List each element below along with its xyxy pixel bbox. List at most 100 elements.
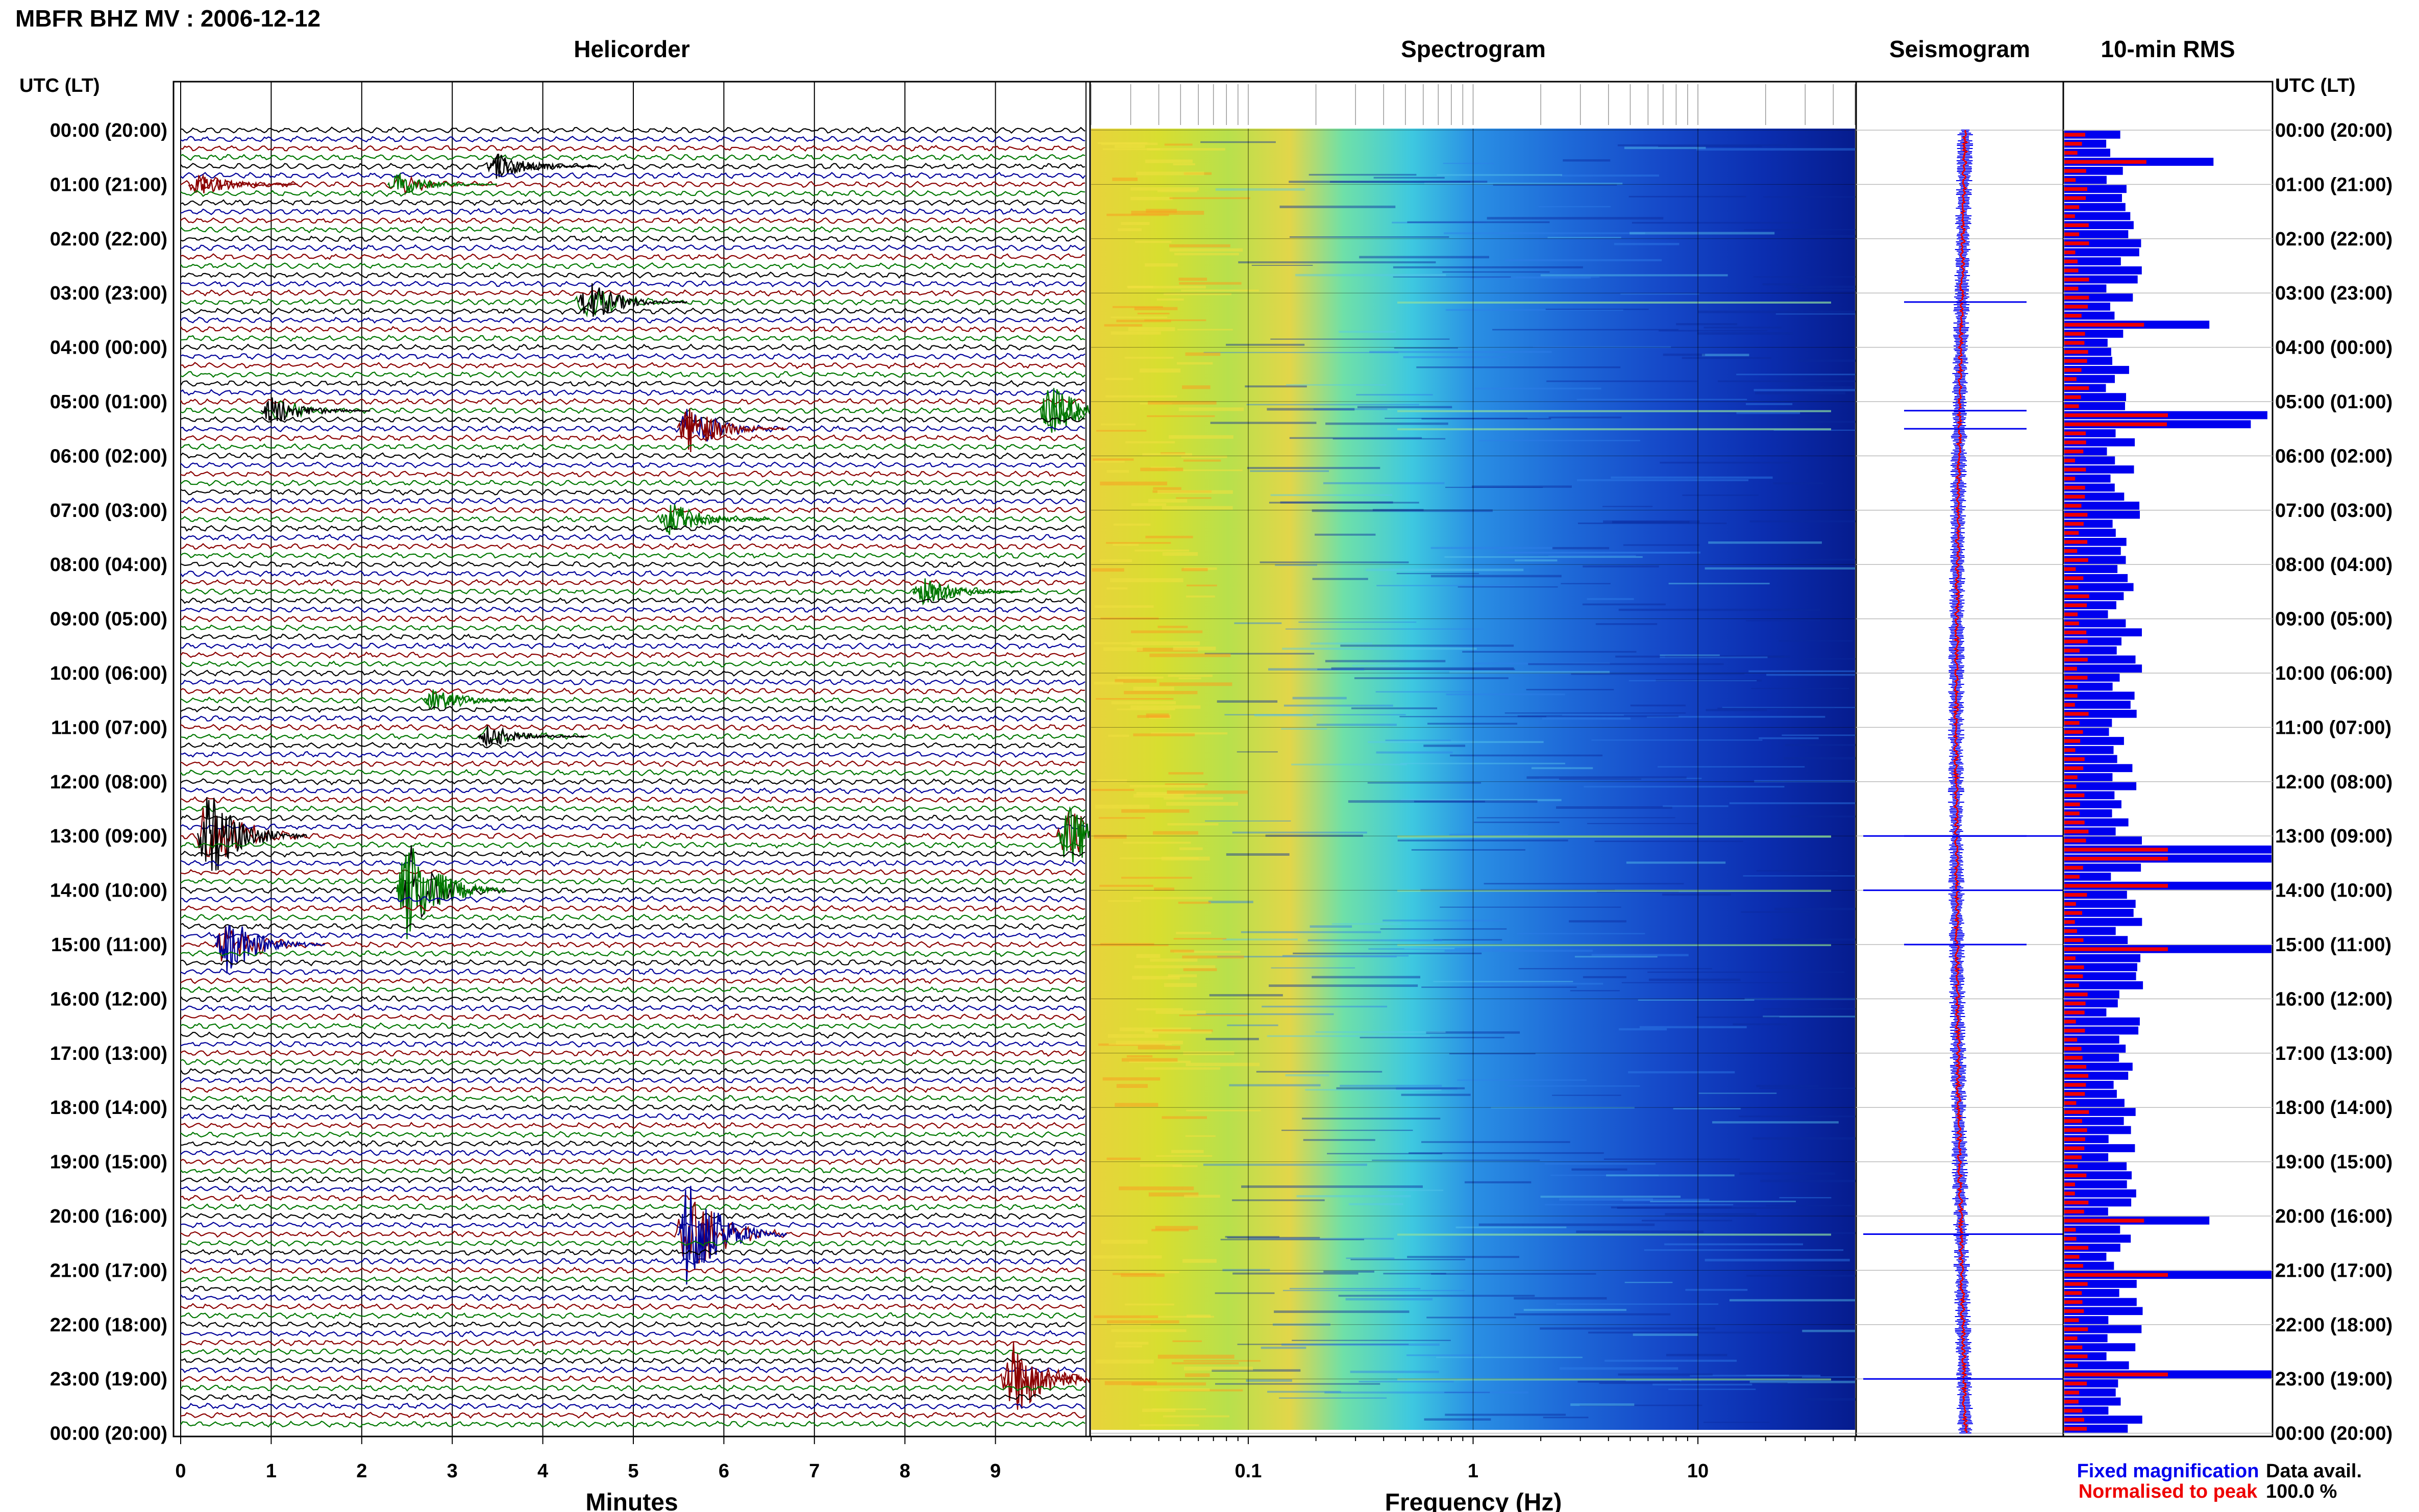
spectrogram-lowfreq-streak xyxy=(1092,568,1124,572)
time-tick-label-right: 04:00 (00:00) xyxy=(2275,337,2392,359)
helicorder-trace xyxy=(180,1294,1085,1301)
spectrogram-streak xyxy=(1779,640,1853,642)
spectrogram-streak xyxy=(1292,697,1347,700)
spectrogram-streak xyxy=(1296,1195,1411,1198)
helicorder-trace xyxy=(180,1384,1085,1392)
rms-bar-normalised xyxy=(2064,766,2084,771)
rms-bar-normalised xyxy=(2064,178,2076,182)
spectrogram-lowfreq-streak xyxy=(1116,1342,1149,1345)
helicorder-trace xyxy=(180,642,1085,650)
helicorder-trace xyxy=(180,1149,1085,1156)
spectrogram-streak xyxy=(1517,933,1645,934)
spectrogram-streak xyxy=(1633,1333,1698,1336)
spectrogram-lowfreq-streak xyxy=(1142,1408,1176,1412)
time-tick-label-right: 17:00 (13:00) xyxy=(2275,1043,2392,1064)
spectrogram-streak xyxy=(1759,1087,1876,1089)
spectrogram-streak xyxy=(1475,387,1601,390)
spectrogram-streak xyxy=(1331,923,1401,925)
time-tick-label-right: 02:00 (22:00) xyxy=(2275,229,2392,250)
spectrogram-streak xyxy=(1754,780,1872,783)
spectrogram-lowfreq-streak xyxy=(1150,958,1198,962)
spectrogram-lowfreq-streak xyxy=(1171,1150,1204,1153)
rms-bar-fixed xyxy=(2064,1189,2136,1198)
helicorder-trace xyxy=(180,1257,1085,1265)
spectrogram-streak xyxy=(1360,1036,1504,1038)
helicorder-trace xyxy=(180,1393,1085,1401)
spectrogram-lowfreq-streak xyxy=(1153,487,1181,490)
time-tick-label-left: 22:00 (18:00) xyxy=(50,1315,167,1336)
spectrogram-streak xyxy=(1473,982,1603,985)
rms-bar-normalised xyxy=(2064,1282,2088,1286)
helicorder-trace xyxy=(180,504,1085,533)
rms-bar-fixed xyxy=(2064,655,2136,664)
helicorder-x-tick-label: 7 xyxy=(809,1460,820,1482)
rms-bar-normalised xyxy=(2064,1119,2082,1123)
spectrogram-streak xyxy=(1265,834,1363,837)
spectrogram-streak xyxy=(1583,565,1659,568)
spectrogram-streak xyxy=(1212,1369,1301,1372)
spectrogram-lowfreq-streak xyxy=(1136,171,1204,176)
spectrogram-streak xyxy=(1526,689,1614,690)
rms-bar-fixed xyxy=(2064,483,2115,492)
spectrogram-lowfreq-streak xyxy=(1137,648,1198,652)
spectrogram-lowfreq-streak xyxy=(1121,222,1150,225)
spectrogram-event-line xyxy=(1397,889,1831,892)
rms-bar-fixed xyxy=(2064,782,2137,790)
helicorder-trace xyxy=(180,691,1085,711)
spectrogram-lowfreq-streak xyxy=(1176,497,1212,499)
spectrogram-streak xyxy=(1433,981,1573,982)
spectrogram-streak xyxy=(1246,404,1420,406)
spectrogram-lowfreq-streak xyxy=(1183,1051,1235,1055)
spectrogram-streak xyxy=(1540,1327,1716,1330)
spectrogram-lowfreq-streak xyxy=(1146,209,1177,213)
spectrogram-streak xyxy=(1369,351,1552,353)
rms-bar-fixed xyxy=(2064,212,2131,220)
rms-bar-normalised xyxy=(2064,187,2087,191)
rms-bar-normalised xyxy=(2064,313,2082,318)
rms-bar-normalised xyxy=(2064,151,2078,155)
spectrogram-streak xyxy=(1269,984,1418,987)
spectrogram-streak xyxy=(1225,1236,1279,1238)
rms-header: 10-min RMS xyxy=(2101,36,2235,62)
spectrogram-streak xyxy=(1292,1340,1451,1341)
time-tick-label-left: 16:00 (12:00) xyxy=(50,988,167,1010)
helicorder-trace xyxy=(180,904,1085,912)
helicorder-event-burst xyxy=(215,925,326,974)
spectrogram-lowfreq-streak xyxy=(1095,1359,1154,1364)
spectrogram-streak xyxy=(1215,1383,1380,1385)
helicorder-event-burst xyxy=(260,397,371,424)
helicorder-trace xyxy=(180,669,1085,677)
spectrogram-streak xyxy=(1285,1074,1329,1077)
spectrogram-lowfreq-streak xyxy=(1096,430,1147,432)
spectrogram-streak xyxy=(1559,1367,1679,1370)
spectrogram-event-line xyxy=(1397,1233,1831,1236)
spectrogram-streak xyxy=(1282,955,1409,957)
spectrogram-streak xyxy=(1224,714,1406,715)
spectrogram-streak xyxy=(1662,893,1731,896)
helicorder-trace xyxy=(180,651,1085,659)
rms-bar-fixed xyxy=(2064,972,2136,980)
spectrogram-streak xyxy=(1620,293,1699,295)
time-tick-label-left: 13:00 (09:00) xyxy=(50,826,167,847)
spectrogram-streak xyxy=(1312,578,1368,580)
spectrogram-streak xyxy=(1644,1249,1844,1251)
rms-bar-normalised xyxy=(2064,458,2075,463)
rms-bar-fixed xyxy=(2064,502,2140,510)
helicorder-trace xyxy=(180,995,1085,1003)
spectrogram-streak xyxy=(1517,715,1679,717)
spectrogram-streak xyxy=(1289,181,1488,183)
spectrogram-lowfreq-streak xyxy=(1169,244,1230,247)
rms-bar-fixed xyxy=(2064,818,2129,827)
rms-bar-normalised xyxy=(2064,540,2088,544)
rms-bar-normalised xyxy=(2064,1246,2089,1250)
rms-bar-normalised xyxy=(2064,485,2085,490)
spectrogram-streak xyxy=(1547,237,1621,238)
helicorder-trace xyxy=(181,931,1085,939)
helicorder-trace xyxy=(180,1040,1085,1048)
spectrogram-lowfreq-streak xyxy=(1142,453,1192,456)
spectrogram-streak xyxy=(1663,805,1729,807)
helicorder-event-burst xyxy=(387,172,498,193)
rms-bar-fixed xyxy=(2064,746,2114,754)
spectrogram-streak xyxy=(1354,677,1509,679)
rms-bar-fixed xyxy=(2064,366,2129,374)
